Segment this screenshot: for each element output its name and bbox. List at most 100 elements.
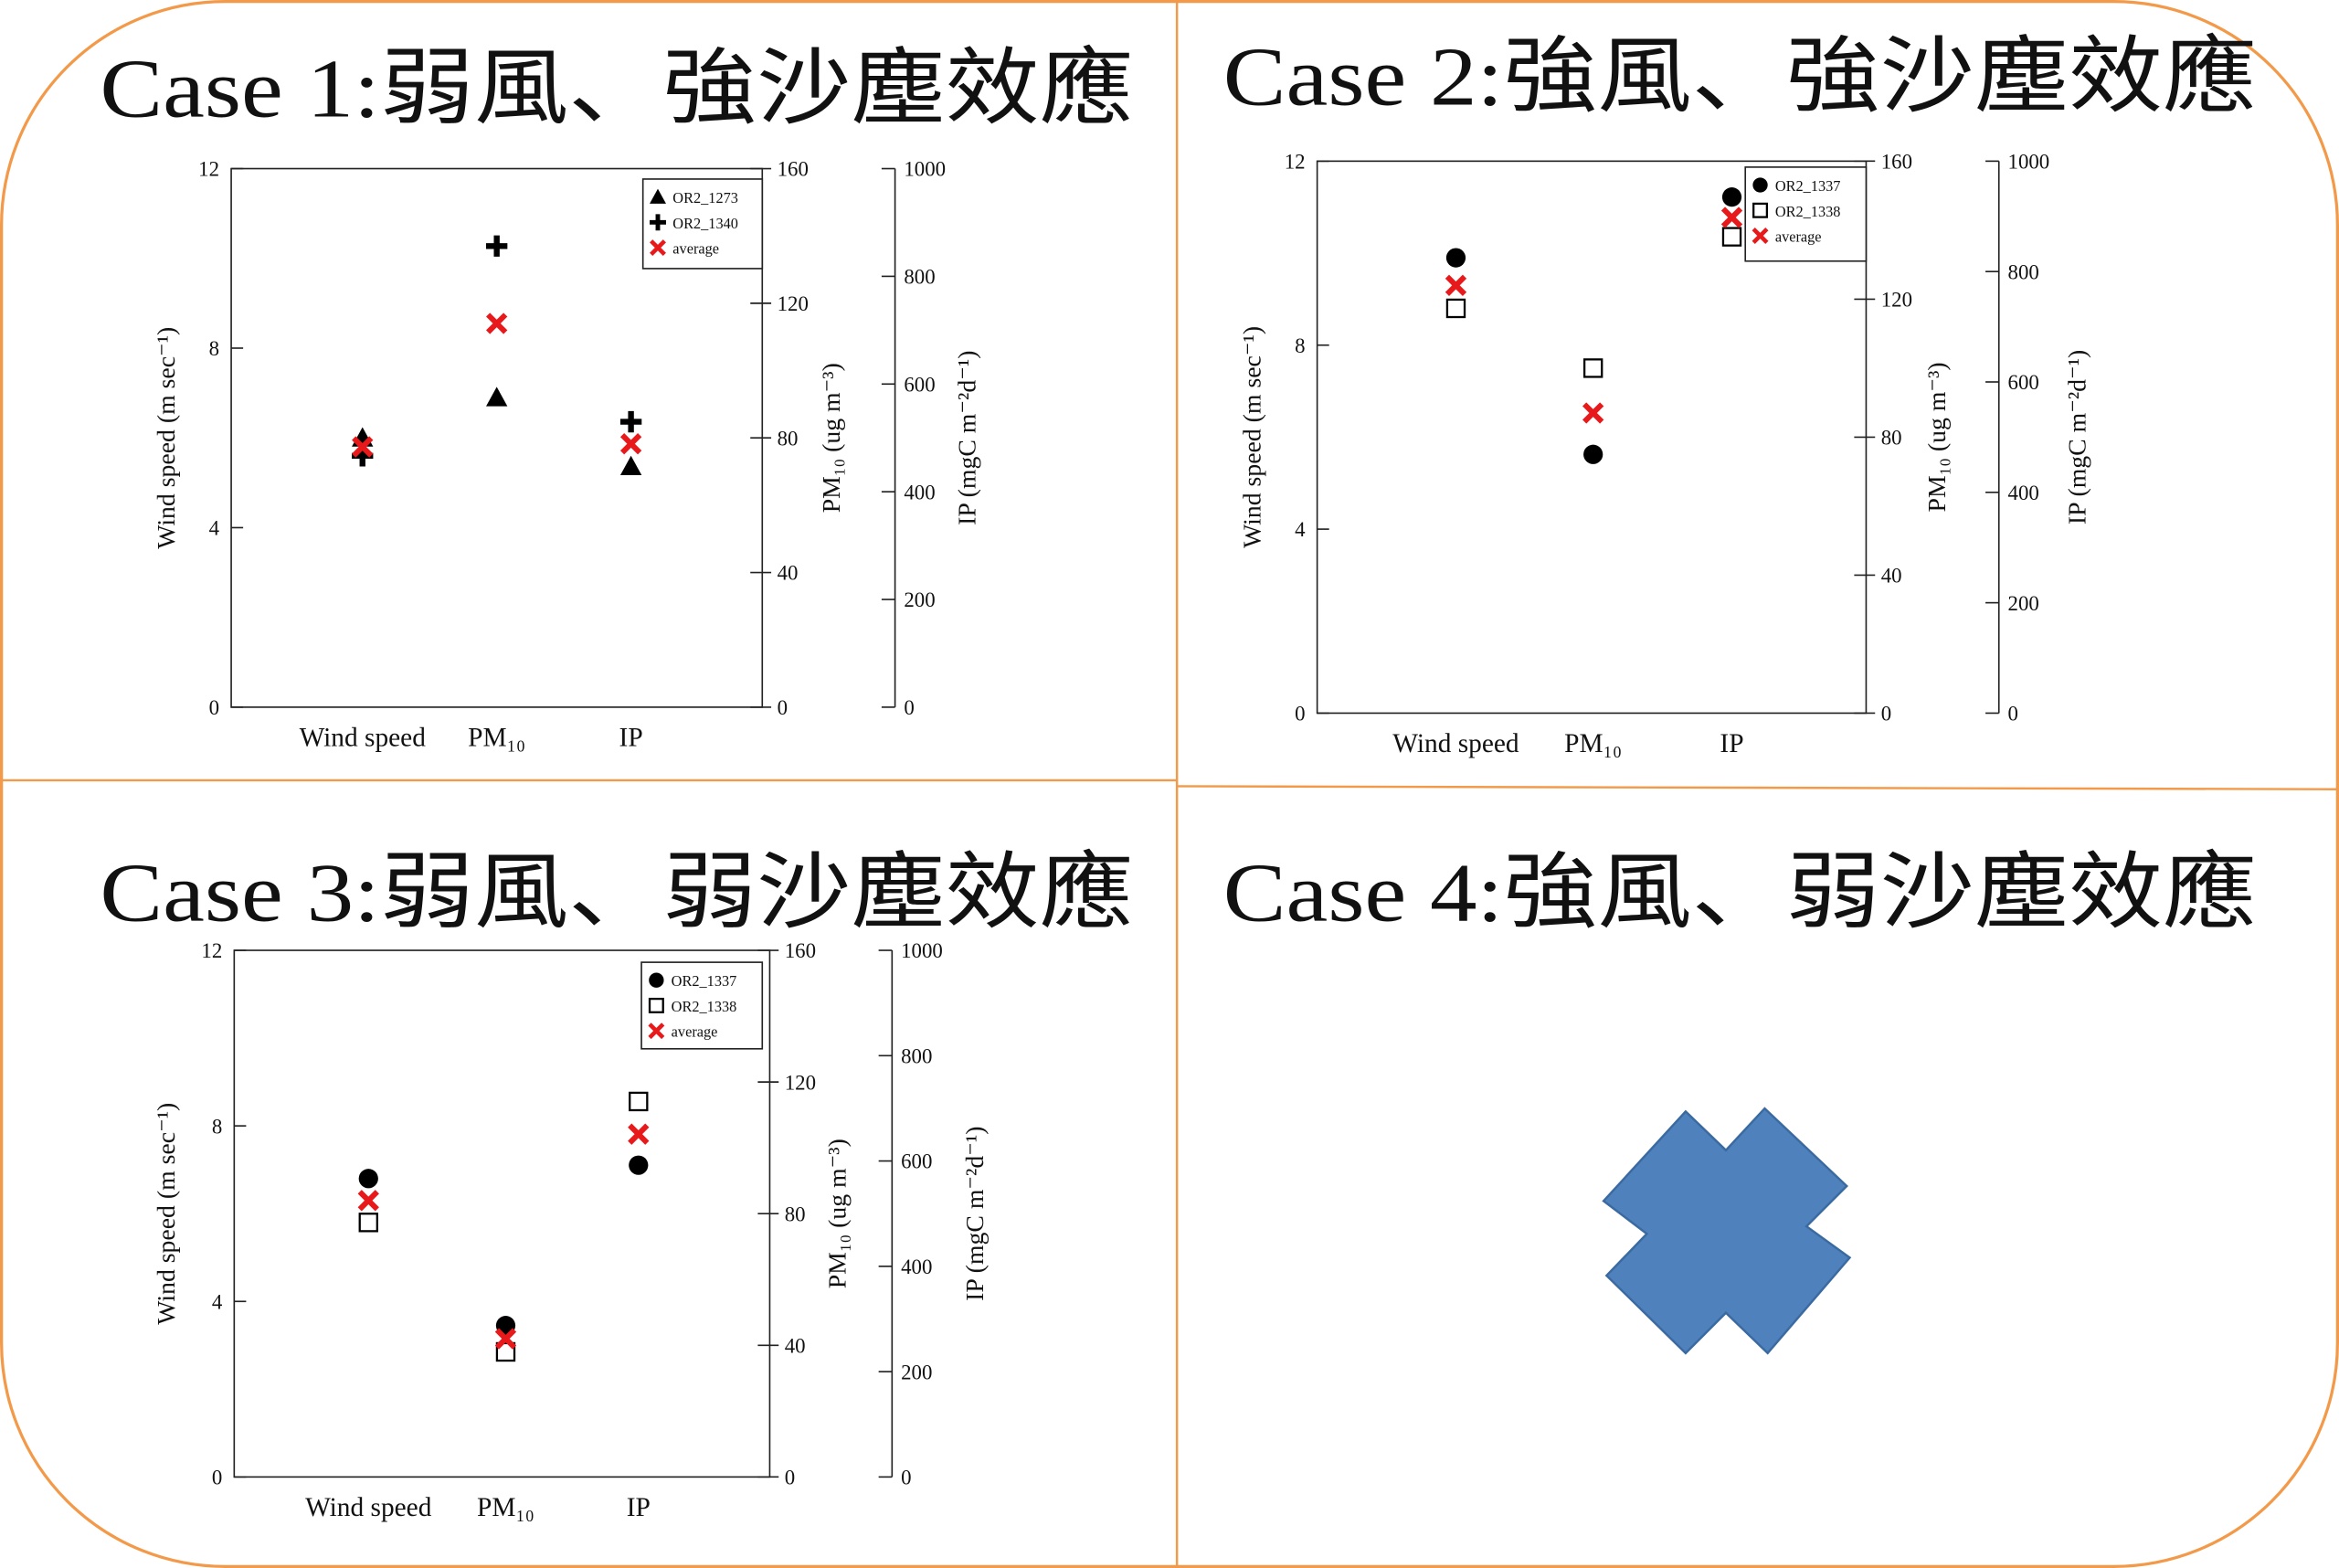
axis-title: IP (mgC m⁻²d⁻¹) [954,351,982,525]
panel-title: Case 4:強風、弱沙塵效應 [1223,846,2257,938]
y3-tick-label: 600 [904,373,935,396]
legend-marker [648,997,664,1013]
y-tick-label: 8 [209,337,219,360]
y3-tick-label: 0 [2008,703,2018,726]
axis-title: Wind speed (m sec⁻¹) [153,327,181,549]
y-tick-label: 0 [209,696,219,719]
divider [1177,785,2339,790]
axis-title: Wind speed (m sec⁻¹) [153,1103,181,1325]
y2-tick-label: 80 [785,1202,806,1225]
x-shape [1602,1107,1852,1355]
x-tick-label: PM₁₀ [477,1493,534,1522]
data-point [494,1328,517,1350]
y-tick-label: 12 [198,158,219,181]
y2-tick-label: 120 [1881,289,1912,312]
axis-title: Wind speed (m sec⁻¹) [1239,326,1267,548]
legend-marker [650,214,666,231]
y3-tick-label: 200 [904,588,935,611]
data-point [1445,298,1466,319]
legend-label: OR2_1340 [672,215,738,232]
data-point [495,1341,516,1362]
y-tick-label: 0 [1295,703,1305,726]
y3-tick-label: 400 [901,1255,932,1278]
y2-tick-label: 120 [778,292,809,315]
y3-tick-label: 1000 [904,158,946,181]
chart-title: Case 3:弱風、弱沙塵效應 [100,846,1133,938]
data-point [1721,227,1742,247]
x-tick-label: PM₁₀ [468,723,525,752]
data-point [1720,207,1743,228]
x-tick-label: IP [619,723,643,752]
axis-title: IP (mgC m⁻²d⁻¹) [961,1127,990,1301]
axis-title: PM₁₀ (ug m⁻³) [1923,362,1952,512]
y-tick-label: 4 [1295,518,1306,541]
axis-title: PM₁₀ (ug m⁻³) [818,363,846,513]
legend-marker [648,1022,665,1040]
y3-tick-label: 600 [2008,371,2039,394]
y-tick-label: 4 [212,1290,223,1313]
y3-tick-label: 200 [2008,592,2039,615]
y-tick-label: 0 [212,1467,222,1489]
y3-tick-label: 800 [901,1044,932,1067]
data-point [628,1123,650,1145]
legend-marker [1752,177,1768,193]
data-point [1583,444,1603,464]
x-tick-label: Wind speed [305,1493,432,1522]
legend-label: OR2_1337 [672,972,737,990]
axis-title: PM₁₀ (ug m⁻³) [824,1139,852,1288]
x-tick-label: Wind speed [300,723,427,752]
y3-tick-label: 600 [901,1150,932,1173]
y2-tick-label: 160 [785,939,816,962]
y2-tick-label: 120 [785,1071,816,1094]
y2-tick-label: 0 [785,1467,795,1489]
data-point [486,235,508,257]
data-point [486,313,508,334]
x-tick-label: Wind speed [1392,729,1519,758]
legend-marker [650,239,666,257]
y-tick-label: 4 [209,517,220,540]
y2-tick-label: 0 [1881,703,1891,726]
legend-label: average [672,240,719,258]
legend-label: OR2_1338 [1775,203,1841,220]
y2-tick-label: 80 [1881,427,1902,450]
data-point [619,455,642,476]
data-point [358,1213,378,1233]
y2-tick-label: 40 [785,1334,806,1357]
y3-tick-label: 0 [901,1467,911,1489]
axis-title: IP (mgC m⁻²d⁻¹) [2063,350,2091,524]
x-tick-label: PM₁₀ [1564,729,1622,758]
data-point [486,387,508,407]
data-point [619,433,642,455]
legend-label: average [672,1023,718,1041]
x-tick-label: IP [1720,729,1743,758]
y3-tick-label: 0 [904,696,914,719]
y-tick-label: 8 [1295,334,1305,357]
y3-tick-label: 400 [2008,482,2039,504]
data-point [1445,274,1467,296]
y-tick-label: 12 [1285,151,1306,174]
y3-tick-label: 1000 [901,939,943,962]
data-point [629,1155,649,1175]
y2-tick-label: 80 [778,427,799,450]
legend-marker [649,972,664,988]
y3-tick-label: 400 [904,481,935,503]
chart-title: Case 2:強風、強沙塵效應 [1223,30,2257,122]
y2-tick-label: 160 [1881,151,1912,174]
y3-tick-label: 800 [904,266,935,289]
legend-marker [1752,202,1769,218]
data-point [1582,402,1604,424]
data-point [619,410,642,433]
data-point [1445,248,1466,268]
chart-title: Case 1:弱風、強沙塵效應 [100,42,1133,134]
data-point [358,1169,378,1189]
data-point [629,1091,649,1112]
y3-tick-label: 800 [2008,260,2039,283]
legend-marker [1752,228,1769,244]
y3-tick-label: 1000 [2008,151,2050,174]
legend-marker [650,188,666,204]
x-tick-label: IP [627,1493,651,1522]
data-point [1721,187,1742,207]
legend-label: OR2_1337 [1775,177,1841,195]
